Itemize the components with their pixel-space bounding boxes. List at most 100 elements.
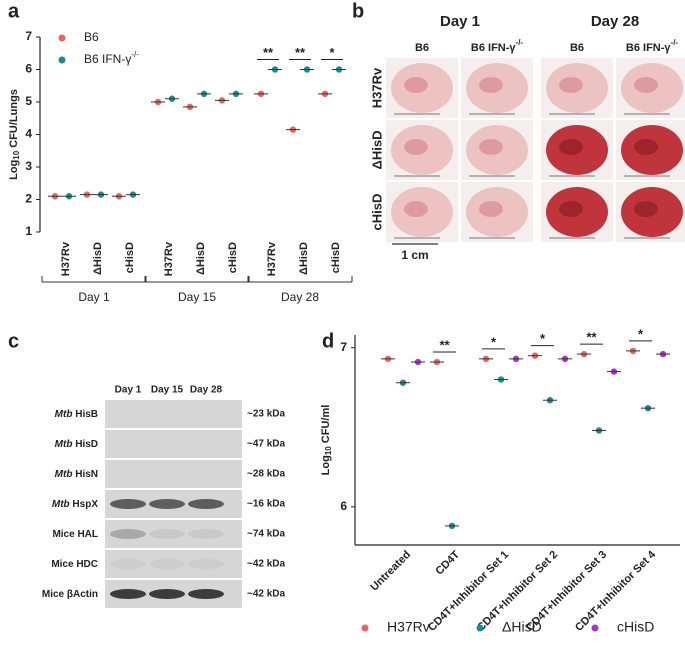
x-tick-label: cHisD: [330, 242, 342, 273]
significance-label: **: [263, 45, 274, 60]
label-sup: -/-: [131, 50, 139, 59]
label-part: Mice HAL: [52, 529, 98, 540]
label-sub: 10: [324, 446, 333, 455]
significance-label: **: [295, 45, 306, 60]
significance-label: *: [491, 334, 497, 349]
x-tick-label: CD4T+Inhibitor Set 1: [426, 549, 511, 634]
group-label: Day 1: [78, 290, 110, 304]
legend-label: H37Rv: [387, 619, 430, 635]
y-tick-label: 2: [25, 192, 32, 206]
label-italic: Mtb: [55, 409, 73, 420]
blot-band: [110, 559, 146, 569]
significance-label: **: [439, 337, 450, 352]
blot-size: ~28 kDa: [247, 469, 286, 480]
panel-letter: d: [322, 330, 334, 352]
y-tick-label: 3: [25, 159, 32, 173]
label-italic: Mtb: [52, 499, 70, 510]
blot-size: ~74 kDa: [247, 529, 286, 540]
blot-size: ~47 kDa: [247, 439, 286, 450]
x-tick-label: H37Rv: [60, 241, 72, 276]
legend-label: B6: [84, 30, 99, 44]
lung-lesion: [404, 201, 428, 217]
blot-band: [110, 589, 146, 599]
label-part: CFU/Lungs: [8, 89, 20, 151]
label-part: B6 IFN-γ: [626, 42, 672, 54]
blot-band: [188, 499, 224, 509]
blot-row-label: Mtb HisD: [55, 439, 98, 450]
lung-lesion: [559, 139, 583, 155]
label-sup: -/-: [516, 38, 524, 47]
lung-lesion: [404, 77, 428, 93]
legend-marker: [591, 624, 599, 632]
label-part: B6 IFN-γ: [471, 42, 517, 54]
blot-column: Day 1: [115, 385, 142, 396]
panel-letter: a: [8, 0, 20, 22]
scale-label: 1 cm: [401, 248, 428, 262]
label-part: HisD: [72, 439, 98, 450]
blot-row-label: Mtb HisN: [55, 469, 98, 480]
label-part: Mice βActin: [42, 589, 98, 600]
y-tick-label: 1: [25, 224, 32, 238]
blot-size: ~42 kDa: [247, 589, 286, 600]
significance-label: *: [540, 331, 546, 346]
y-tick-label: 6: [25, 62, 32, 76]
blot-column: Day 28: [190, 385, 223, 396]
label-part: B6: [84, 30, 99, 44]
label-part: CFU/ml: [320, 405, 332, 447]
day-header: Day 28: [591, 13, 639, 30]
label-part: HspX: [70, 499, 99, 510]
blot-band: [149, 499, 185, 509]
blot-size: ~16 kDa: [247, 499, 286, 510]
y-axis-label: Log10 CFU/Lungs: [8, 89, 21, 180]
label-part: HisN: [72, 469, 98, 480]
y-axis-label: Log10 CFU/ml: [320, 405, 333, 476]
blot-size: ~42 kDa: [247, 559, 286, 570]
lung-lesion: [559, 77, 583, 93]
blot-row-label: Mtb HisB: [55, 409, 98, 420]
blot-band: [149, 589, 185, 599]
x-tick-label: H37Rv: [266, 241, 278, 276]
label-part: Mice HDC: [51, 559, 98, 570]
lung-lesion: [634, 201, 658, 217]
y-tick-label: 6: [340, 499, 347, 513]
significance-label: **: [586, 330, 597, 345]
label-part: Log: [320, 455, 332, 475]
x-tick-label: cHisD: [124, 242, 136, 273]
column-header: B6: [570, 42, 584, 54]
legend-label: ΔHisD: [502, 619, 542, 635]
blot-strip: [105, 430, 242, 458]
label-sub: 10: [12, 150, 21, 159]
lung-lesion: [634, 77, 658, 93]
label-italic: Mtb: [55, 469, 73, 480]
x-tick-label: H37Rv: [163, 241, 175, 276]
row-header: H37Rv: [369, 67, 384, 108]
blot-strip: [105, 460, 242, 488]
blot-row-label: Mice βActin: [42, 589, 98, 600]
legend-marker: [361, 624, 369, 632]
row-header: ΔHisD: [369, 131, 384, 170]
legend-label: cHisD: [617, 619, 654, 635]
label-part: Log: [8, 160, 20, 180]
label-sup: -/-: [671, 38, 679, 47]
x-tick-label: cHisD: [227, 242, 239, 273]
x-tick-label: CD4T: [433, 548, 462, 577]
blot-band: [188, 529, 224, 539]
blot-band: [149, 529, 185, 539]
x-tick-label: ΔHisD: [298, 242, 310, 275]
legend-marker: [58, 34, 66, 42]
legend-marker: [476, 624, 484, 632]
panel-letter: c: [8, 330, 19, 352]
blot-band: [149, 559, 185, 569]
y-tick-label: 7: [340, 340, 347, 354]
blot-strip: [105, 520, 242, 548]
lung-lesion: [479, 201, 503, 217]
blot-band: [188, 559, 224, 569]
blot-strip: [105, 550, 242, 578]
column-header: B6 IFN-γ-/-: [471, 38, 524, 54]
blot-row-label: Mtb HspX: [52, 499, 98, 510]
lung-lesion: [479, 77, 503, 93]
blot-row-label: Mice HDC: [51, 559, 98, 570]
lung-lesion: [559, 201, 583, 217]
legend-marker: [58, 56, 66, 64]
row-header: cHisD: [369, 194, 384, 231]
